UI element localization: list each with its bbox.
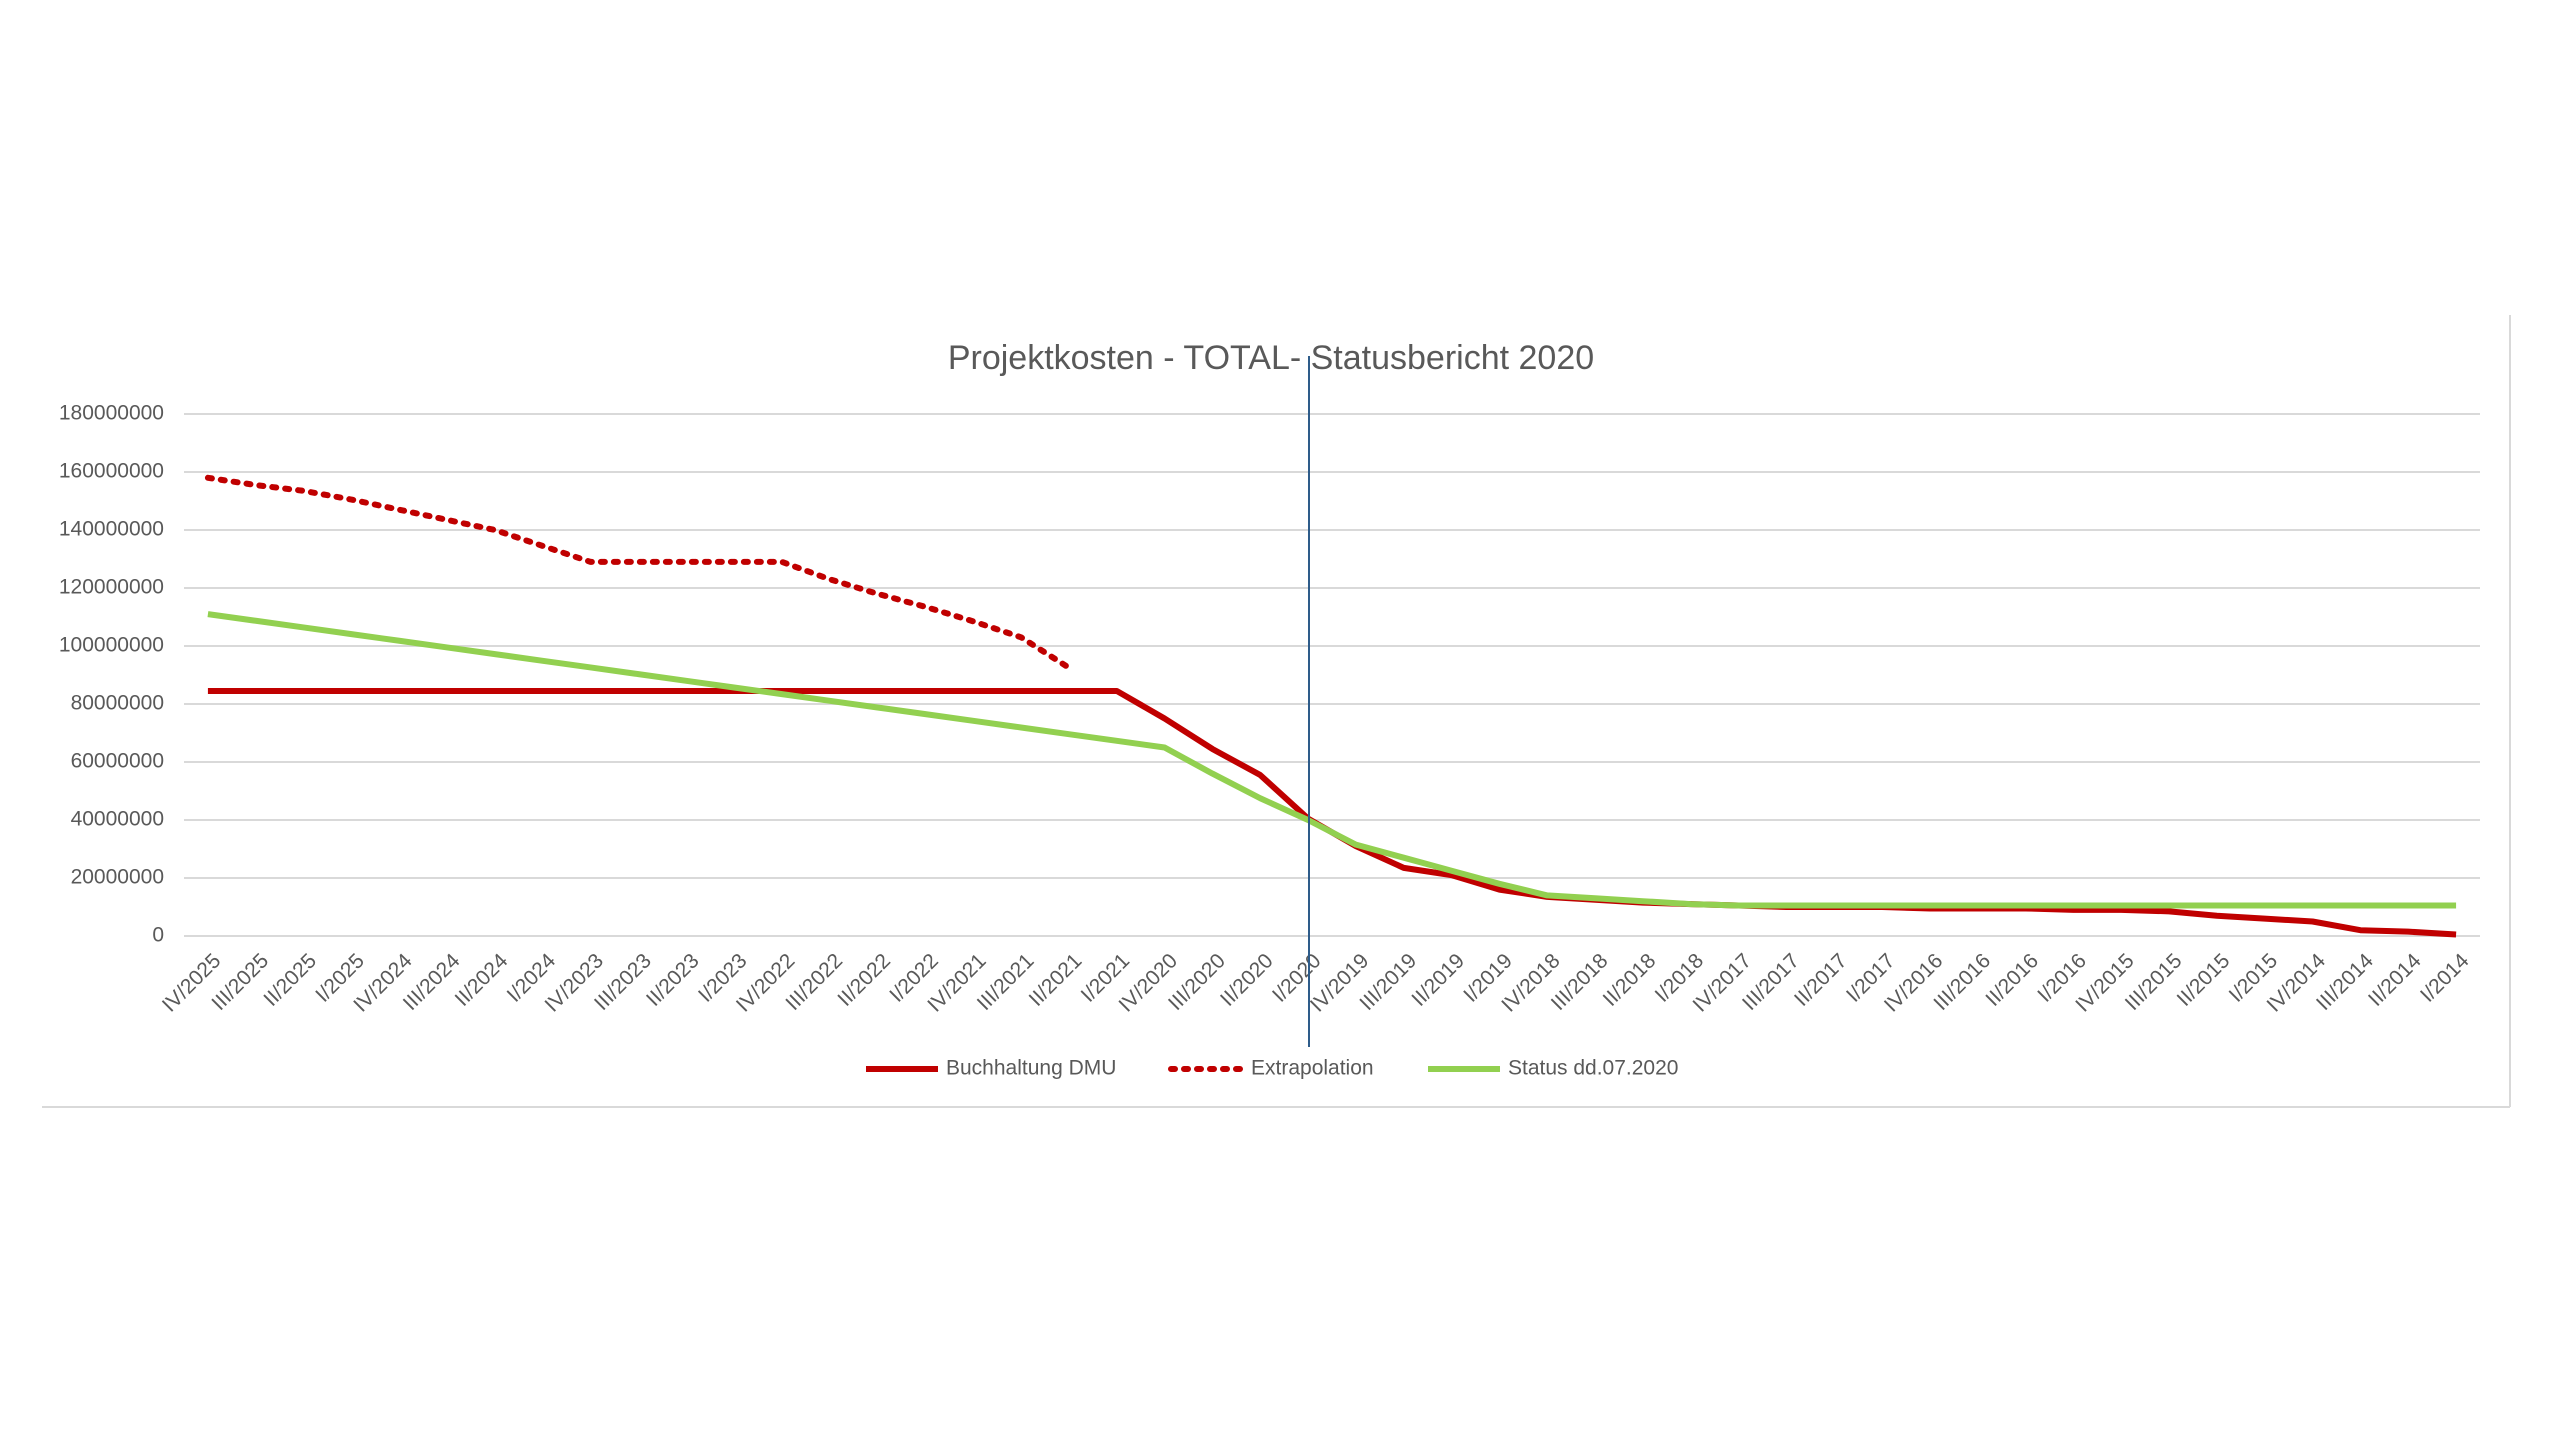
- legend-label: Extrapolation: [1251, 1057, 1374, 1080]
- x-tick-label: II/2020: [1216, 949, 1278, 1011]
- x-tick-label: I/2014: [2416, 949, 2474, 1007]
- series-line: [207, 611, 2457, 909]
- x-tick-label: II/2025: [259, 949, 321, 1011]
- x-tick-label: II/2021: [1025, 949, 1087, 1011]
- chart-title: Projektkosten - TOTAL- Statusbericht 202…: [948, 339, 1594, 377]
- legend-label: Status dd.07.2020: [1508, 1057, 1678, 1080]
- x-tick-label: II/2016: [1981, 949, 2043, 1011]
- x-tick-label: II/2019: [1407, 949, 1469, 1011]
- y-tick-label: 20000000: [71, 866, 164, 889]
- y-tick-label: 140000000: [59, 518, 164, 541]
- y-tick-label: 0: [152, 924, 164, 947]
- x-tick-label: II/2014: [2364, 949, 2426, 1011]
- x-tick-label: II/2023: [642, 949, 704, 1011]
- y-tick-label: 60000000: [71, 750, 164, 773]
- y-tick-label: 40000000: [71, 808, 164, 831]
- x-tick-label: II/2017: [1790, 949, 1852, 1011]
- series-line: [207, 687, 2457, 938]
- y-tick-label: 80000000: [71, 692, 164, 715]
- series-line: [204, 474, 1072, 671]
- x-tick-label: II/2018: [1599, 949, 1661, 1011]
- y-tick-label: 180000000: [59, 402, 164, 425]
- x-tick-label: II/2015: [2173, 949, 2235, 1011]
- y-tick-label: 100000000: [59, 634, 164, 657]
- legend-label: Buchhaltung DMU: [946, 1057, 1116, 1080]
- y-tick-label: 160000000: [59, 460, 164, 483]
- x-tick-label: II/2022: [833, 949, 895, 1011]
- x-tick-label: II/2024: [451, 949, 513, 1011]
- y-tick-label: 120000000: [59, 576, 164, 599]
